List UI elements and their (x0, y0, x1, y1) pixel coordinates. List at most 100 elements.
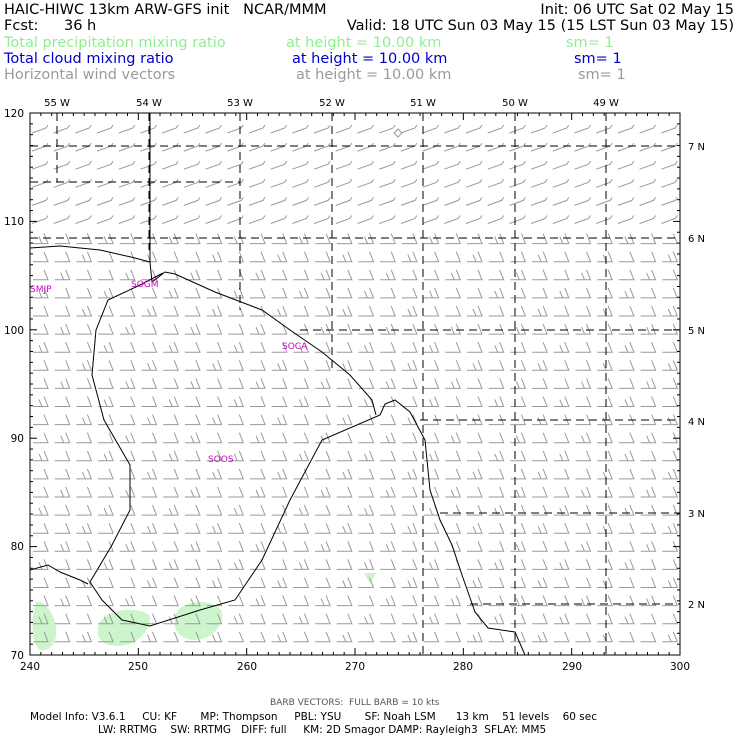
wind-barb (661, 215, 678, 224)
wind-barb (53, 160, 71, 170)
wind-barb (336, 251, 353, 263)
wind-barb (597, 414, 613, 426)
wind-barb (228, 305, 245, 317)
lat-label-3n: 3 N (688, 509, 705, 520)
wind-barb (141, 342, 158, 353)
lon-label-52w: 52 W (319, 98, 345, 109)
wind-barb (379, 179, 396, 188)
wind-barb (358, 251, 375, 263)
wind-barb (400, 124, 418, 134)
wind-barb (488, 631, 505, 643)
wind-barb (54, 432, 71, 444)
wind-barb (33, 486, 49, 498)
wind-barb (358, 613, 375, 625)
wind-barb (293, 450, 310, 462)
wind-barb (510, 504, 527, 516)
wind-barb (293, 323, 310, 335)
wind-barb (184, 541, 201, 552)
wind-barb (54, 523, 71, 534)
wind-barb (467, 486, 483, 498)
x-tick-260: 260 (237, 661, 257, 673)
wind-barb (510, 468, 527, 480)
wind-barb (358, 233, 375, 245)
init-time: Init: 06 UTC Sat 02 May 15 (540, 2, 734, 18)
wind-barb (206, 305, 223, 317)
station-sogm: SOGM (131, 280, 159, 290)
wind-barb (271, 287, 288, 299)
wind-barb (358, 504, 375, 516)
wind-barb (467, 523, 483, 534)
wind-barb (293, 233, 310, 245)
wind-barb (553, 342, 570, 353)
wind-barb (401, 378, 418, 389)
wind-barb (76, 523, 93, 534)
wind-barb (618, 432, 635, 444)
wind-barb (98, 233, 114, 245)
wind-barb (596, 160, 613, 170)
wind-barb (510, 323, 527, 335)
wind-barb (358, 305, 375, 317)
wind-barb (228, 342, 245, 353)
wind-barb (248, 197, 266, 206)
wind-barb (33, 287, 49, 299)
wind-barb (293, 432, 310, 444)
wind-barb (33, 414, 49, 426)
wind-barb (54, 342, 71, 353)
y-tick-80: 80 (11, 541, 24, 553)
coastline-segment (89, 272, 526, 656)
wind-barb (292, 179, 309, 188)
wind-barb (618, 613, 635, 625)
wind-barb (53, 142, 71, 152)
wind-barb (206, 541, 223, 552)
wind-barb (76, 305, 93, 317)
wind-barb (488, 559, 505, 570)
wind-barb (422, 160, 440, 170)
x-tick-270: 270 (345, 661, 365, 673)
wind-barb (98, 378, 114, 389)
wind-barb (662, 432, 679, 444)
wind-barb (315, 233, 331, 245)
wind-barb (184, 360, 201, 371)
wind-barb (96, 179, 114, 188)
wind-barb (54, 631, 71, 643)
wind-barb (76, 595, 93, 607)
wind-barb (313, 124, 331, 134)
wind-barb (53, 215, 71, 224)
barb-legend: BARB VECTORS: FULL BARB = 10 kts (270, 698, 440, 708)
wind-barb (293, 396, 310, 407)
wind-barb (510, 523, 527, 534)
wind-barb (119, 631, 136, 643)
wind-barb (315, 486, 331, 498)
wind-barb (75, 142, 92, 152)
wind-barb (640, 504, 657, 516)
wind-barb (98, 450, 114, 462)
wind-barb (530, 215, 548, 224)
model-info-line1: Model Info: V3.6.1 CU: KF MP: Thompson P… (30, 711, 597, 723)
wind-barb (532, 577, 548, 588)
wind-barb (76, 631, 93, 643)
wind-barb (662, 559, 679, 570)
wind-barb (162, 160, 179, 170)
wind-barb (662, 378, 679, 389)
wind-barb (336, 305, 353, 317)
wind-barb (597, 613, 613, 625)
wind-barb (163, 450, 179, 462)
wind-barb (163, 559, 179, 570)
wind-barb (118, 179, 136, 188)
wind-barb (335, 197, 353, 206)
wind-barb (640, 577, 657, 588)
wind-barb (640, 559, 657, 570)
wind-barb (575, 523, 592, 534)
wind-barb (336, 414, 353, 426)
wind-barb (597, 595, 613, 607)
wind-barb (98, 269, 114, 281)
wind-barb (444, 179, 461, 188)
wind-barb (293, 342, 310, 353)
wind-barb (445, 305, 462, 317)
wind-barb (183, 160, 201, 170)
wind-barb (640, 613, 657, 625)
wind-barb (53, 124, 71, 134)
wind-barb (140, 197, 157, 206)
wind-barb (31, 197, 49, 206)
wind-barb (423, 613, 440, 625)
